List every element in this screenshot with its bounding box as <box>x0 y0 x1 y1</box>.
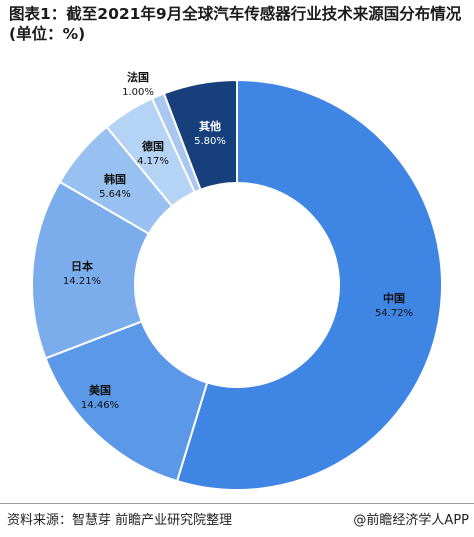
slice-7 <box>162 78 238 191</box>
slice-1 <box>175 78 443 491</box>
footer-divider <box>0 503 474 504</box>
slice-value-2: 14.46% <box>81 400 119 411</box>
brand-credit: @前瞻经济学人APP <box>353 513 469 528</box>
slice-label-7: 其他 <box>199 119 221 133</box>
slice-label-6: 法国 <box>127 70 149 84</box>
slice-value-4: 5.64% <box>99 189 131 200</box>
slice-label-1: 中国 <box>383 291 405 305</box>
slice-3 <box>31 180 151 360</box>
source-note: 资料来源：智慧芽 前瞻产业研究院整理 <box>7 513 233 528</box>
slice-value-6: 1.00% <box>122 87 154 98</box>
slice-label-3: 日本 <box>71 259 93 273</box>
slice-label-5: 德国 <box>141 139 164 153</box>
slice-value-7: 5.80% <box>194 136 226 147</box>
slice-value-1: 54.72% <box>375 308 413 319</box>
slice-value-3: 14.21% <box>63 276 101 287</box>
chart-title: 图表1：截至2021年9月全球汽车传感器行业技术来源国分布情况(单位：%) <box>9 5 462 43</box>
slice-label-2: 美国 <box>89 383 111 397</box>
slice-label-4: 韩国 <box>104 172 126 186</box>
slice-value-5: 4.17% <box>137 156 169 167</box>
